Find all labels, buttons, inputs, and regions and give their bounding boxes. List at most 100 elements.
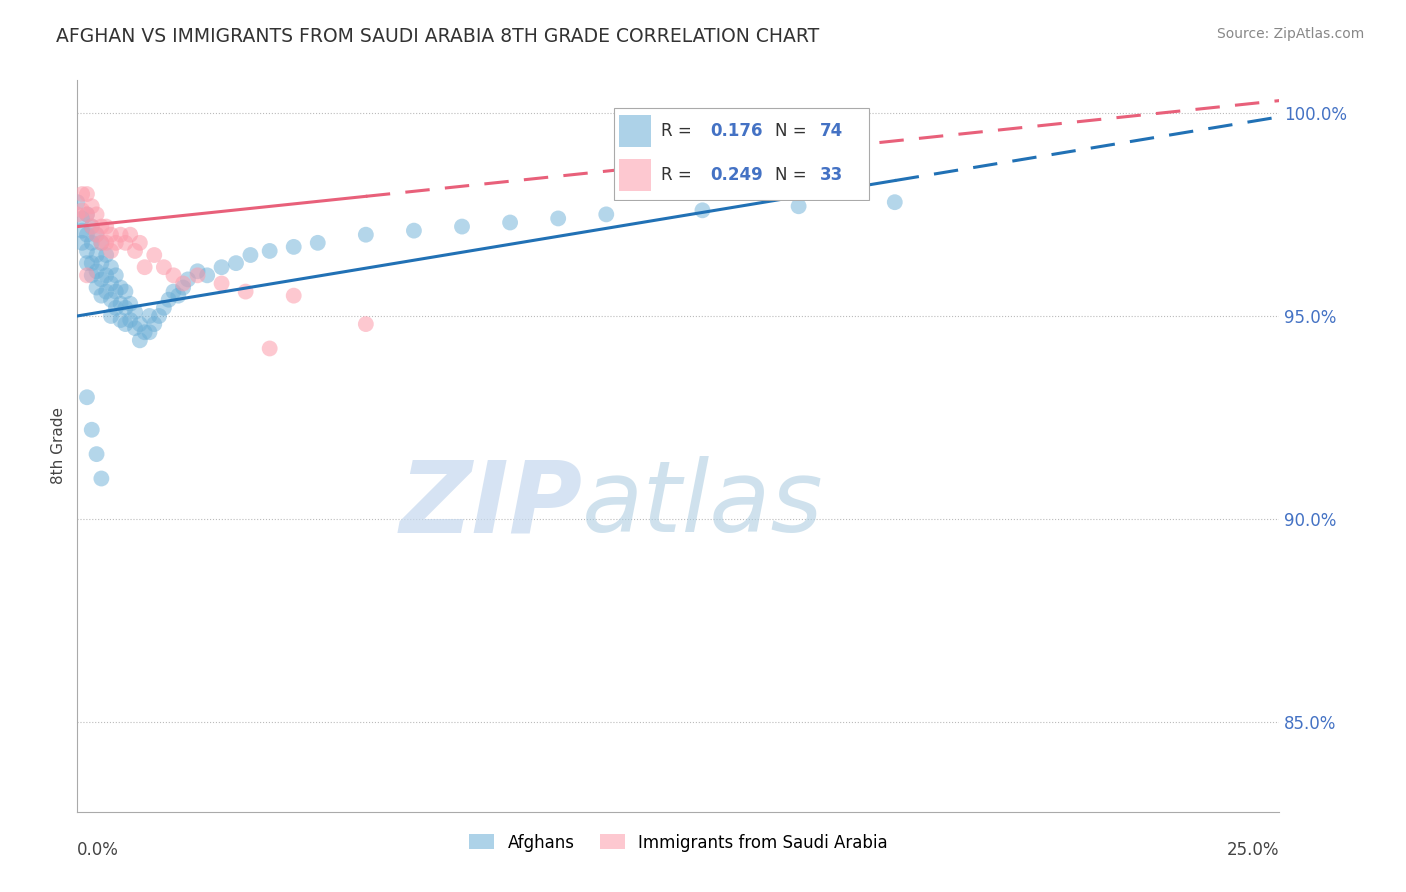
Point [70,187,93,202]
Point [70,211,93,226]
Point [143,317,166,331]
Point [66,207,89,221]
Point [80,235,103,250]
Point [96,268,118,283]
Point [80,219,103,234]
Text: 0.0%: 0.0% [77,841,120,859]
Point [70,235,93,250]
Point [128,317,150,331]
Point [402,224,425,238]
Point [80,199,103,213]
Point [692,203,714,218]
Point [128,334,150,348]
Point [100,309,122,323]
Point [172,277,194,291]
Point [110,313,132,327]
Point [96,248,118,262]
Point [104,301,127,315]
Point [114,285,136,299]
Point [283,240,305,254]
Point [90,235,112,250]
Point [259,342,281,356]
Point [124,305,146,319]
Point [100,227,122,242]
Point [86,227,108,242]
Point [80,256,103,270]
Point [883,195,905,210]
Point [354,227,377,242]
Point [90,272,112,286]
Text: N =: N = [776,122,807,140]
Point [138,309,160,323]
Point [70,203,93,218]
Point [104,285,127,299]
Point [239,248,262,262]
Point [167,288,190,302]
Point [110,280,132,294]
Point [499,215,522,229]
Point [86,248,108,262]
Point [76,207,98,221]
Point [100,260,122,275]
Point [76,187,98,202]
Point [354,317,377,331]
Point [186,264,209,278]
Point [153,260,176,275]
Point [138,325,160,339]
Point [225,256,247,270]
Point [86,264,108,278]
Text: AFGHAN VS IMMIGRANTS FROM SAUDI ARABIA 8TH GRADE CORRELATION CHART: AFGHAN VS IMMIGRANTS FROM SAUDI ARABIA 8… [56,27,820,45]
Point [66,195,89,210]
Point [186,268,209,283]
Point [110,227,132,242]
Point [96,235,118,250]
Point [148,309,170,323]
Point [177,272,200,286]
Text: Source: ZipAtlas.com: Source: ZipAtlas.com [1216,27,1364,41]
Point [86,207,108,221]
Point [104,268,127,283]
Point [307,235,329,250]
Point [120,227,142,242]
Point [96,285,118,299]
Point [283,288,305,302]
Point [157,293,180,307]
Point [114,235,136,250]
Point [259,244,281,258]
Point [134,325,156,339]
Point [547,211,569,226]
Point [100,293,122,307]
Point [451,219,474,234]
Point [80,268,103,283]
Point [100,277,122,291]
Point [787,199,810,213]
Point [90,471,112,485]
Point [114,301,136,315]
Point [162,285,184,299]
Text: N =: N = [776,167,807,185]
Point [90,288,112,302]
Point [128,235,150,250]
Text: 74: 74 [820,122,844,140]
Y-axis label: 8th Grade: 8th Grade [51,408,66,484]
Point [211,277,233,291]
Point [172,280,194,294]
Point [70,224,93,238]
Point [90,219,112,234]
Point [86,280,108,294]
Point [80,423,103,437]
Point [86,447,108,461]
Bar [620,115,651,147]
Text: atlas: atlas [582,456,824,553]
Point [90,256,112,270]
Point [235,285,257,299]
Point [124,321,146,335]
Point [86,227,108,242]
Point [76,390,98,404]
Text: R =: R = [661,167,692,185]
Point [114,317,136,331]
Point [76,244,98,258]
Point [76,256,98,270]
Point [80,219,103,234]
Point [120,297,142,311]
